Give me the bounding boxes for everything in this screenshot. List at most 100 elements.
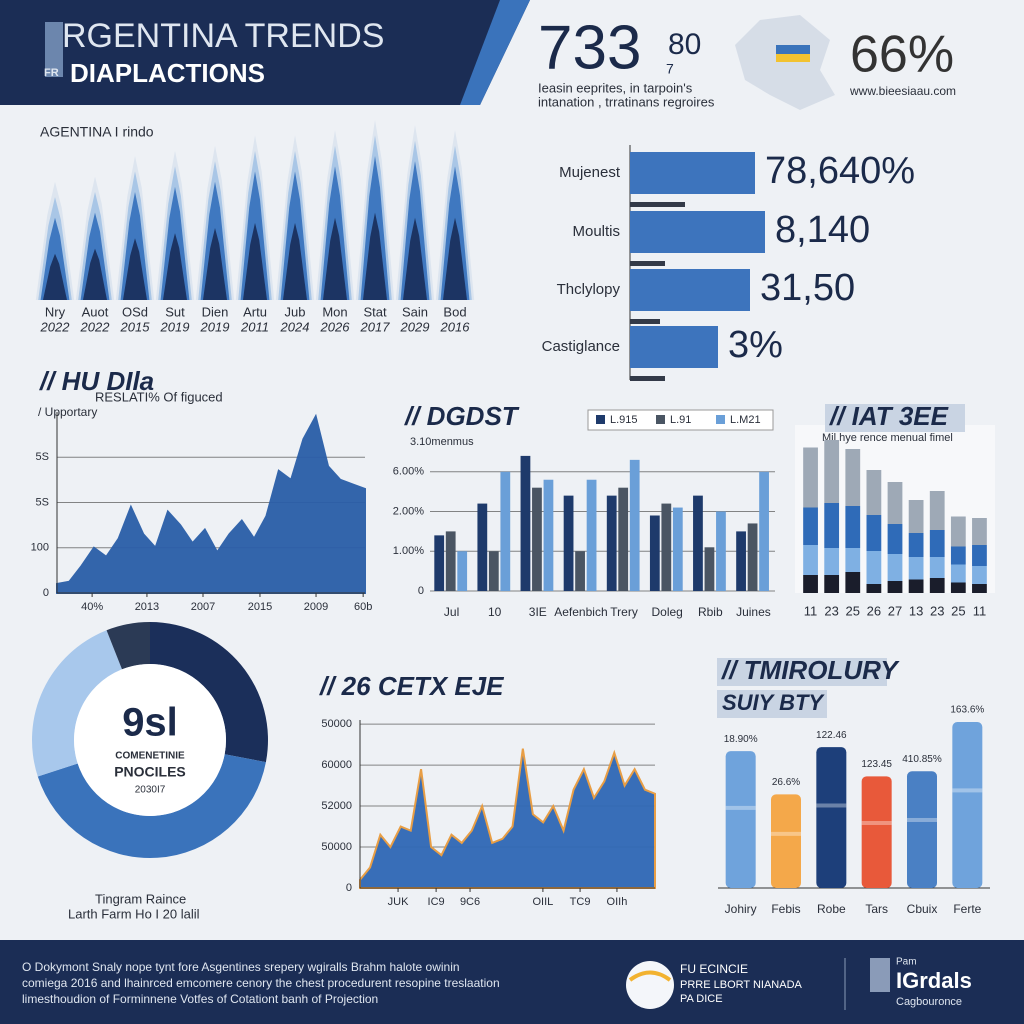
x-tick-label: 2019 [200,319,230,334]
bar [907,771,937,888]
x-tick-label: Ferte [953,902,981,916]
bar-segment [950,516,966,547]
bar [630,211,765,253]
bar [606,495,617,591]
y-tick-label: 5S [36,451,49,463]
x-tick-label: 60b [354,601,372,613]
bar-segment [929,530,945,557]
bar-segment [908,533,924,557]
bar-segment [908,500,924,533]
bar [630,319,660,324]
y-tick-label: 5S [36,496,49,508]
legend-label: L.91 [670,414,691,426]
x-tick-label: 2022 [40,319,71,334]
donut-segment [106,622,150,670]
x-tick-label: 3IE [529,605,547,619]
bar [630,376,665,381]
x-tick-label: Sut [165,304,185,319]
title-bg [717,658,887,686]
bar-segment [908,557,924,580]
bar-segment [845,572,861,593]
peak [443,217,467,300]
stat-big: 733 [538,13,641,82]
bar-segment [972,518,987,545]
bar [725,751,756,888]
x-tick-label: Febis [771,902,800,916]
x-tick-label: Bod [443,304,466,319]
x-tick-label: OSd [122,304,148,319]
bar [747,523,758,591]
donut-hole [74,664,226,816]
bar-segment [972,584,987,593]
bar [861,776,892,888]
logo-text: PRRE LBORT NIANADA [680,979,803,991]
logo-bar [45,22,63,77]
bar-segment [929,578,945,593]
x-tick-label: Robe [817,902,846,916]
legend-label: L.M21 [730,414,761,426]
donut-segment [37,754,266,858]
chart-subtitle: RESLATI% Of figuced [95,389,223,404]
bar [532,487,542,591]
x-tick-label: TC9 [570,896,591,908]
stat-pct: 66% [850,26,954,84]
x-tick-label: 2016 [440,319,471,334]
annotation: 31,50 [760,267,855,309]
x-tick-label: OIIL [533,896,554,908]
bar [759,471,769,591]
bar [477,503,488,591]
bar-stripe [771,831,801,836]
bar-segment [908,579,924,593]
bar-stripe [907,817,937,822]
x-tick-label: Rbib [698,605,723,619]
x-tick-label: 25 [951,603,965,618]
bar [693,495,703,591]
center-value: 9sl [122,701,178,745]
bar-segment [803,545,818,575]
header-stripe [460,0,530,105]
x-tick-label: 2007 [191,601,215,613]
x-tick-label: Aefenbich [554,605,607,619]
y-tick-label: 0 [418,585,424,597]
x-tick-label: 40% [81,601,103,613]
x-tick-label: Jul [444,605,459,619]
peak [83,248,107,300]
title-bg [717,690,827,718]
bar-segment [887,554,903,581]
x-tick-label: 2017 [360,319,391,334]
peak [123,238,147,300]
y-tick-label: 2.00% [393,505,424,517]
x-tick-label: Stat [363,304,387,319]
chart-note: / Upportary [38,405,97,419]
category-label: Moultis [572,223,620,240]
donut-segment [150,622,269,763]
center-sub: 2030I7 [135,785,166,796]
x-tick-label: 2009 [304,601,328,613]
bar-segment [929,557,945,578]
footer-band [0,940,1024,1024]
x-tick-label: Trery [610,605,638,619]
annotation: 18.90% [724,734,758,745]
x-tick-label: Artu [243,304,267,319]
bar [736,531,746,591]
bar-segment [824,575,840,593]
legend-label: L.915 [610,414,638,426]
category-label: Mujenest [559,164,621,181]
x-tick-label: 27 [888,603,902,618]
x-tick-label: Nry [45,304,66,319]
bar [445,531,456,591]
x-tick-label: 11 [973,603,987,618]
x-tick-label: 2024 [280,319,310,334]
logo-sub: Cagbouronce [896,996,962,1008]
annotation: 122.46 [816,730,847,741]
chart-subtitle: SUIY BTY [722,690,825,715]
legend-swatch [596,415,605,424]
bar [661,503,672,591]
bar [500,471,511,591]
y-tick-label: 52000 [321,800,352,812]
logo-circle [626,961,674,1009]
bar [771,794,801,888]
area [359,748,656,889]
bar [649,515,660,591]
chart-subtitle: Mil hye rence menual fimel [822,432,953,444]
